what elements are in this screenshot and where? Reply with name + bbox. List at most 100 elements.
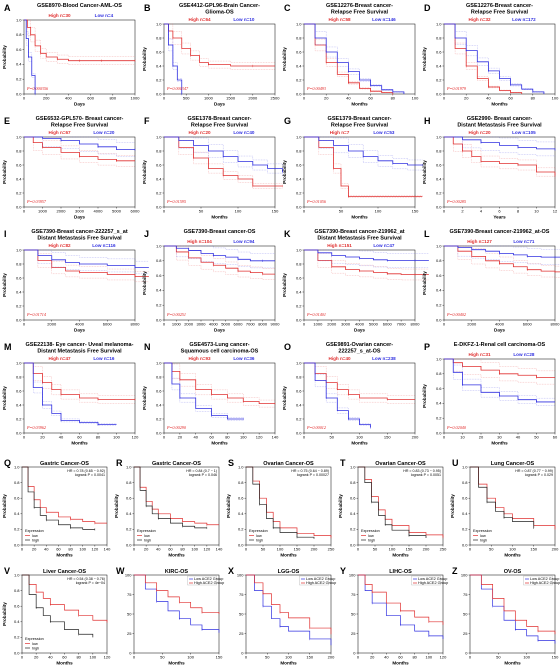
- y-tick-label: 0.8: [156, 258, 162, 263]
- y-tick-label: 1.0: [156, 243, 162, 248]
- x-tick-label: 6000: [131, 209, 141, 214]
- y-tick-label: 0.8: [16, 32, 22, 37]
- x-tick-label: 250: [328, 547, 335, 552]
- y-tick-label: 1.0: [436, 134, 442, 139]
- x-tick-label: 20: [464, 96, 469, 101]
- y-tick-label: 0.0: [296, 430, 302, 435]
- x-tick-label: 3000: [197, 322, 207, 327]
- legend-high: High n=82: [48, 243, 71, 248]
- legend-low: Low n=116: [92, 243, 116, 248]
- y-tick-label: 100: [461, 572, 468, 577]
- x-tick-label: 4000: [355, 322, 365, 327]
- legend-high: high: [368, 538, 375, 542]
- x-tick-label: 50: [534, 435, 539, 440]
- x-tick-label: 100: [425, 655, 432, 660]
- panel-letter: M: [4, 342, 12, 352]
- x-tick-label: 4000: [94, 209, 104, 214]
- x-tick-label: 8000: [551, 322, 560, 327]
- panel-title: LGG-OS: [278, 569, 300, 575]
- y-tick-label: 0.0: [156, 430, 162, 435]
- x-tick-label: 0: [303, 435, 306, 440]
- x-tick-label: 50: [265, 655, 270, 660]
- x-tick-label: 0: [443, 96, 446, 101]
- x-tick-label: 200: [311, 547, 318, 552]
- y-tick-label: 0.0: [350, 542, 356, 547]
- series-b-line: [444, 23, 545, 94]
- x-axis-label: Months: [392, 661, 409, 666]
- y-axis-label: Probability: [282, 386, 287, 410]
- y-tick-label: 0: [353, 650, 356, 655]
- legend-high: High n=31: [468, 352, 491, 357]
- x-tick-label: 10: [534, 209, 539, 214]
- panel-letter: H: [424, 116, 431, 126]
- y-tick-label: 0.0: [296, 317, 302, 322]
- y-tick-label: 1.0: [462, 464, 468, 469]
- hazard-ratio: logrank P = 0.046: [189, 473, 217, 477]
- y-tick-label: 25: [463, 631, 468, 636]
- ci-band: [304, 23, 393, 94]
- x-tick-label: 100: [191, 547, 198, 552]
- panel-letter: D: [424, 3, 431, 13]
- x-tick-label: 200: [552, 547, 559, 552]
- panel-f: F GSE1378-Breast cancer-Relapse Free Surv…: [142, 116, 283, 220]
- x-axis-label: Months: [211, 441, 228, 446]
- y-tick-label: 0.4: [16, 402, 22, 407]
- x-tick-label: 150: [294, 547, 301, 552]
- x-tick-label: 20: [178, 435, 183, 440]
- y-axis-label: Probability: [226, 494, 231, 518]
- x-tick-label: 0: [245, 547, 248, 552]
- y-tick-label: 0.0: [156, 91, 162, 96]
- x-axis-label: Days: [74, 215, 85, 220]
- y-tick-label: 0.4: [156, 288, 162, 293]
- x-tick-label: 20: [40, 435, 45, 440]
- x-tick-label: 20: [370, 655, 375, 660]
- y-tick-label: 0.4: [156, 402, 162, 407]
- x-axis-label: Days: [74, 328, 85, 333]
- x-axis-label: Months: [491, 441, 508, 446]
- y-tick-label: 0.6: [16, 47, 22, 52]
- x-tick-label: 80: [225, 435, 230, 440]
- x-tick-label: 150: [406, 547, 413, 552]
- x-tick-label: 150: [530, 547, 537, 552]
- p-value: P=0.00012: [306, 425, 326, 430]
- y-tick-label: 0.2: [436, 190, 442, 195]
- panel-title: Ovarian Cancer-OS: [375, 461, 426, 467]
- y-tick-label: 0.2: [462, 527, 468, 532]
- legend-low: Low n=16: [93, 356, 115, 361]
- ci-band: [444, 136, 556, 143]
- y-tick-label: 0.8: [156, 35, 162, 40]
- x-tick-label: 3000: [341, 322, 351, 327]
- y-tick-label: 0.0: [126, 542, 132, 547]
- y-tick-label: 0.2: [156, 190, 162, 195]
- plot-frame: [163, 362, 276, 434]
- x-tick-label: 60: [368, 96, 373, 101]
- x-tick-label: 100: [79, 547, 86, 552]
- legend-high: High ACE2 Group: [194, 581, 224, 585]
- panel-letter: A: [4, 3, 11, 13]
- panel-title: GSE7390-Breast cancer-219962_at-OS: [450, 229, 550, 235]
- panel-title: Relapse Free Survival: [331, 123, 389, 129]
- y-tick-label: 0.4: [14, 511, 20, 516]
- legend-low: Low n=105: [512, 130, 536, 135]
- y-tick-label: 0.8: [14, 480, 20, 485]
- y-tick-label: 100: [237, 572, 244, 577]
- series-a-line: [246, 466, 332, 538]
- y-tick-label: 0.2: [436, 416, 442, 421]
- panel-letter: K: [284, 229, 291, 239]
- x-tick-label: 250: [440, 547, 447, 552]
- legend-title: Expression: [361, 529, 380, 533]
- y-axis-label: Probability: [2, 160, 7, 184]
- y-tick-label: 0.0: [16, 317, 22, 322]
- legend-low: low: [368, 534, 374, 538]
- ci-band: [304, 249, 429, 254]
- x-tick-label: 40: [59, 435, 64, 440]
- x-tick-label: 0: [469, 547, 472, 552]
- legend-low: Low n=36: [233, 356, 255, 361]
- y-tick-label: 0.4: [296, 176, 302, 181]
- y-tick-label: 0.2: [126, 527, 132, 532]
- legend-low: low: [256, 534, 262, 538]
- panel-letter: L: [424, 229, 430, 239]
- legend-high: High ACE2 Group: [418, 581, 448, 585]
- y-tick-label: 0.6: [296, 49, 302, 54]
- x-tick-label: 20: [479, 435, 484, 440]
